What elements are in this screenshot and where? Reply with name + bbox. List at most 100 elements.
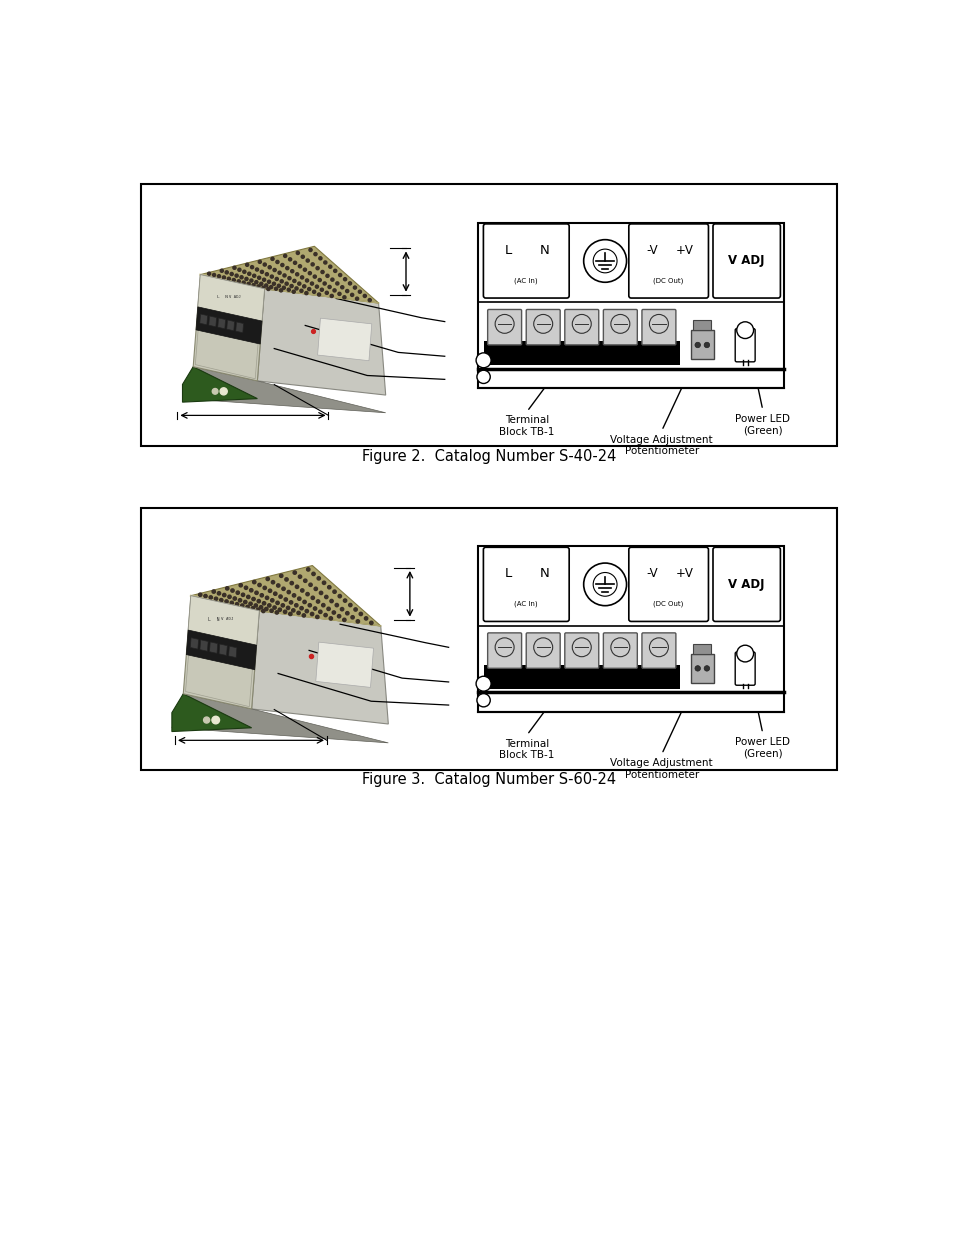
Bar <box>484 341 679 366</box>
Circle shape <box>271 257 274 261</box>
Circle shape <box>330 294 333 298</box>
Circle shape <box>476 353 491 368</box>
Circle shape <box>305 279 309 282</box>
Circle shape <box>337 293 340 295</box>
FancyBboxPatch shape <box>735 329 755 362</box>
Bar <box>690 653 713 683</box>
Circle shape <box>233 267 235 269</box>
Circle shape <box>318 257 321 259</box>
Bar <box>484 664 679 689</box>
Circle shape <box>302 614 305 618</box>
Circle shape <box>327 585 331 589</box>
Text: L: L <box>504 567 512 580</box>
Circle shape <box>280 263 284 267</box>
Circle shape <box>251 266 253 269</box>
Circle shape <box>275 261 278 263</box>
Circle shape <box>213 273 215 277</box>
FancyBboxPatch shape <box>564 310 598 345</box>
Circle shape <box>268 604 271 608</box>
Circle shape <box>320 270 324 274</box>
Circle shape <box>281 604 284 608</box>
Circle shape <box>324 595 328 599</box>
Circle shape <box>334 269 336 273</box>
Text: Terminal
Block TB-1: Terminal Block TB-1 <box>498 415 554 437</box>
Circle shape <box>259 283 263 285</box>
Circle shape <box>332 611 335 614</box>
Circle shape <box>308 272 311 274</box>
Circle shape <box>231 589 233 593</box>
FancyBboxPatch shape <box>735 652 755 685</box>
Circle shape <box>274 592 276 595</box>
Circle shape <box>736 645 753 662</box>
Circle shape <box>298 576 301 578</box>
Circle shape <box>267 280 271 283</box>
Polygon shape <box>172 694 252 731</box>
Circle shape <box>337 594 341 598</box>
Text: Voltage Adjustment
Potentiometer: Voltage Adjustment Potentiometer <box>610 435 712 456</box>
Circle shape <box>258 261 261 263</box>
Bar <box>141 184 836 446</box>
Circle shape <box>217 274 220 278</box>
Circle shape <box>313 275 316 278</box>
Circle shape <box>261 609 265 613</box>
FancyBboxPatch shape <box>641 632 675 668</box>
Text: L  N: L N <box>208 616 219 621</box>
Circle shape <box>358 290 361 293</box>
Circle shape <box>294 262 296 264</box>
Circle shape <box>256 285 260 288</box>
Circle shape <box>263 263 266 266</box>
Circle shape <box>235 603 238 606</box>
Circle shape <box>363 294 366 298</box>
Circle shape <box>316 600 319 603</box>
Text: Figure 3.  Catalog Number S-60-24: Figure 3. Catalog Number S-60-24 <box>361 772 616 787</box>
Polygon shape <box>257 289 385 395</box>
Circle shape <box>256 608 259 611</box>
Polygon shape <box>191 566 380 626</box>
Circle shape <box>239 584 242 587</box>
Circle shape <box>293 571 296 574</box>
Circle shape <box>285 282 288 285</box>
Circle shape <box>314 606 316 610</box>
Circle shape <box>245 278 248 280</box>
Circle shape <box>296 252 299 254</box>
Circle shape <box>248 272 251 275</box>
Text: (DC Out): (DC Out) <box>653 600 683 608</box>
Polygon shape <box>183 595 259 709</box>
Circle shape <box>235 592 239 594</box>
Circle shape <box>305 609 308 613</box>
Text: (AC In): (AC In) <box>514 277 537 284</box>
Circle shape <box>292 594 295 597</box>
Circle shape <box>222 275 225 279</box>
FancyBboxPatch shape <box>712 224 780 298</box>
Circle shape <box>219 599 223 601</box>
Circle shape <box>230 601 233 604</box>
Circle shape <box>253 274 255 278</box>
Circle shape <box>289 600 293 604</box>
Circle shape <box>293 279 295 283</box>
Polygon shape <box>317 319 372 361</box>
Circle shape <box>227 277 231 280</box>
Circle shape <box>310 282 314 285</box>
Circle shape <box>287 590 290 594</box>
Polygon shape <box>182 367 385 412</box>
Circle shape <box>476 370 490 384</box>
Circle shape <box>342 295 346 299</box>
Circle shape <box>283 274 286 277</box>
FancyBboxPatch shape <box>526 632 559 668</box>
Text: V ADJ: V ADJ <box>728 578 764 590</box>
Circle shape <box>254 592 258 594</box>
Circle shape <box>266 577 269 580</box>
Polygon shape <box>200 246 378 303</box>
Circle shape <box>476 694 490 706</box>
Polygon shape <box>229 646 236 657</box>
Circle shape <box>736 322 753 338</box>
Circle shape <box>240 604 244 608</box>
Circle shape <box>279 574 283 578</box>
Circle shape <box>278 608 281 611</box>
Circle shape <box>296 611 300 615</box>
Circle shape <box>287 288 290 291</box>
Circle shape <box>364 616 368 620</box>
Bar <box>477 222 783 389</box>
Circle shape <box>250 589 253 592</box>
Circle shape <box>283 254 287 257</box>
